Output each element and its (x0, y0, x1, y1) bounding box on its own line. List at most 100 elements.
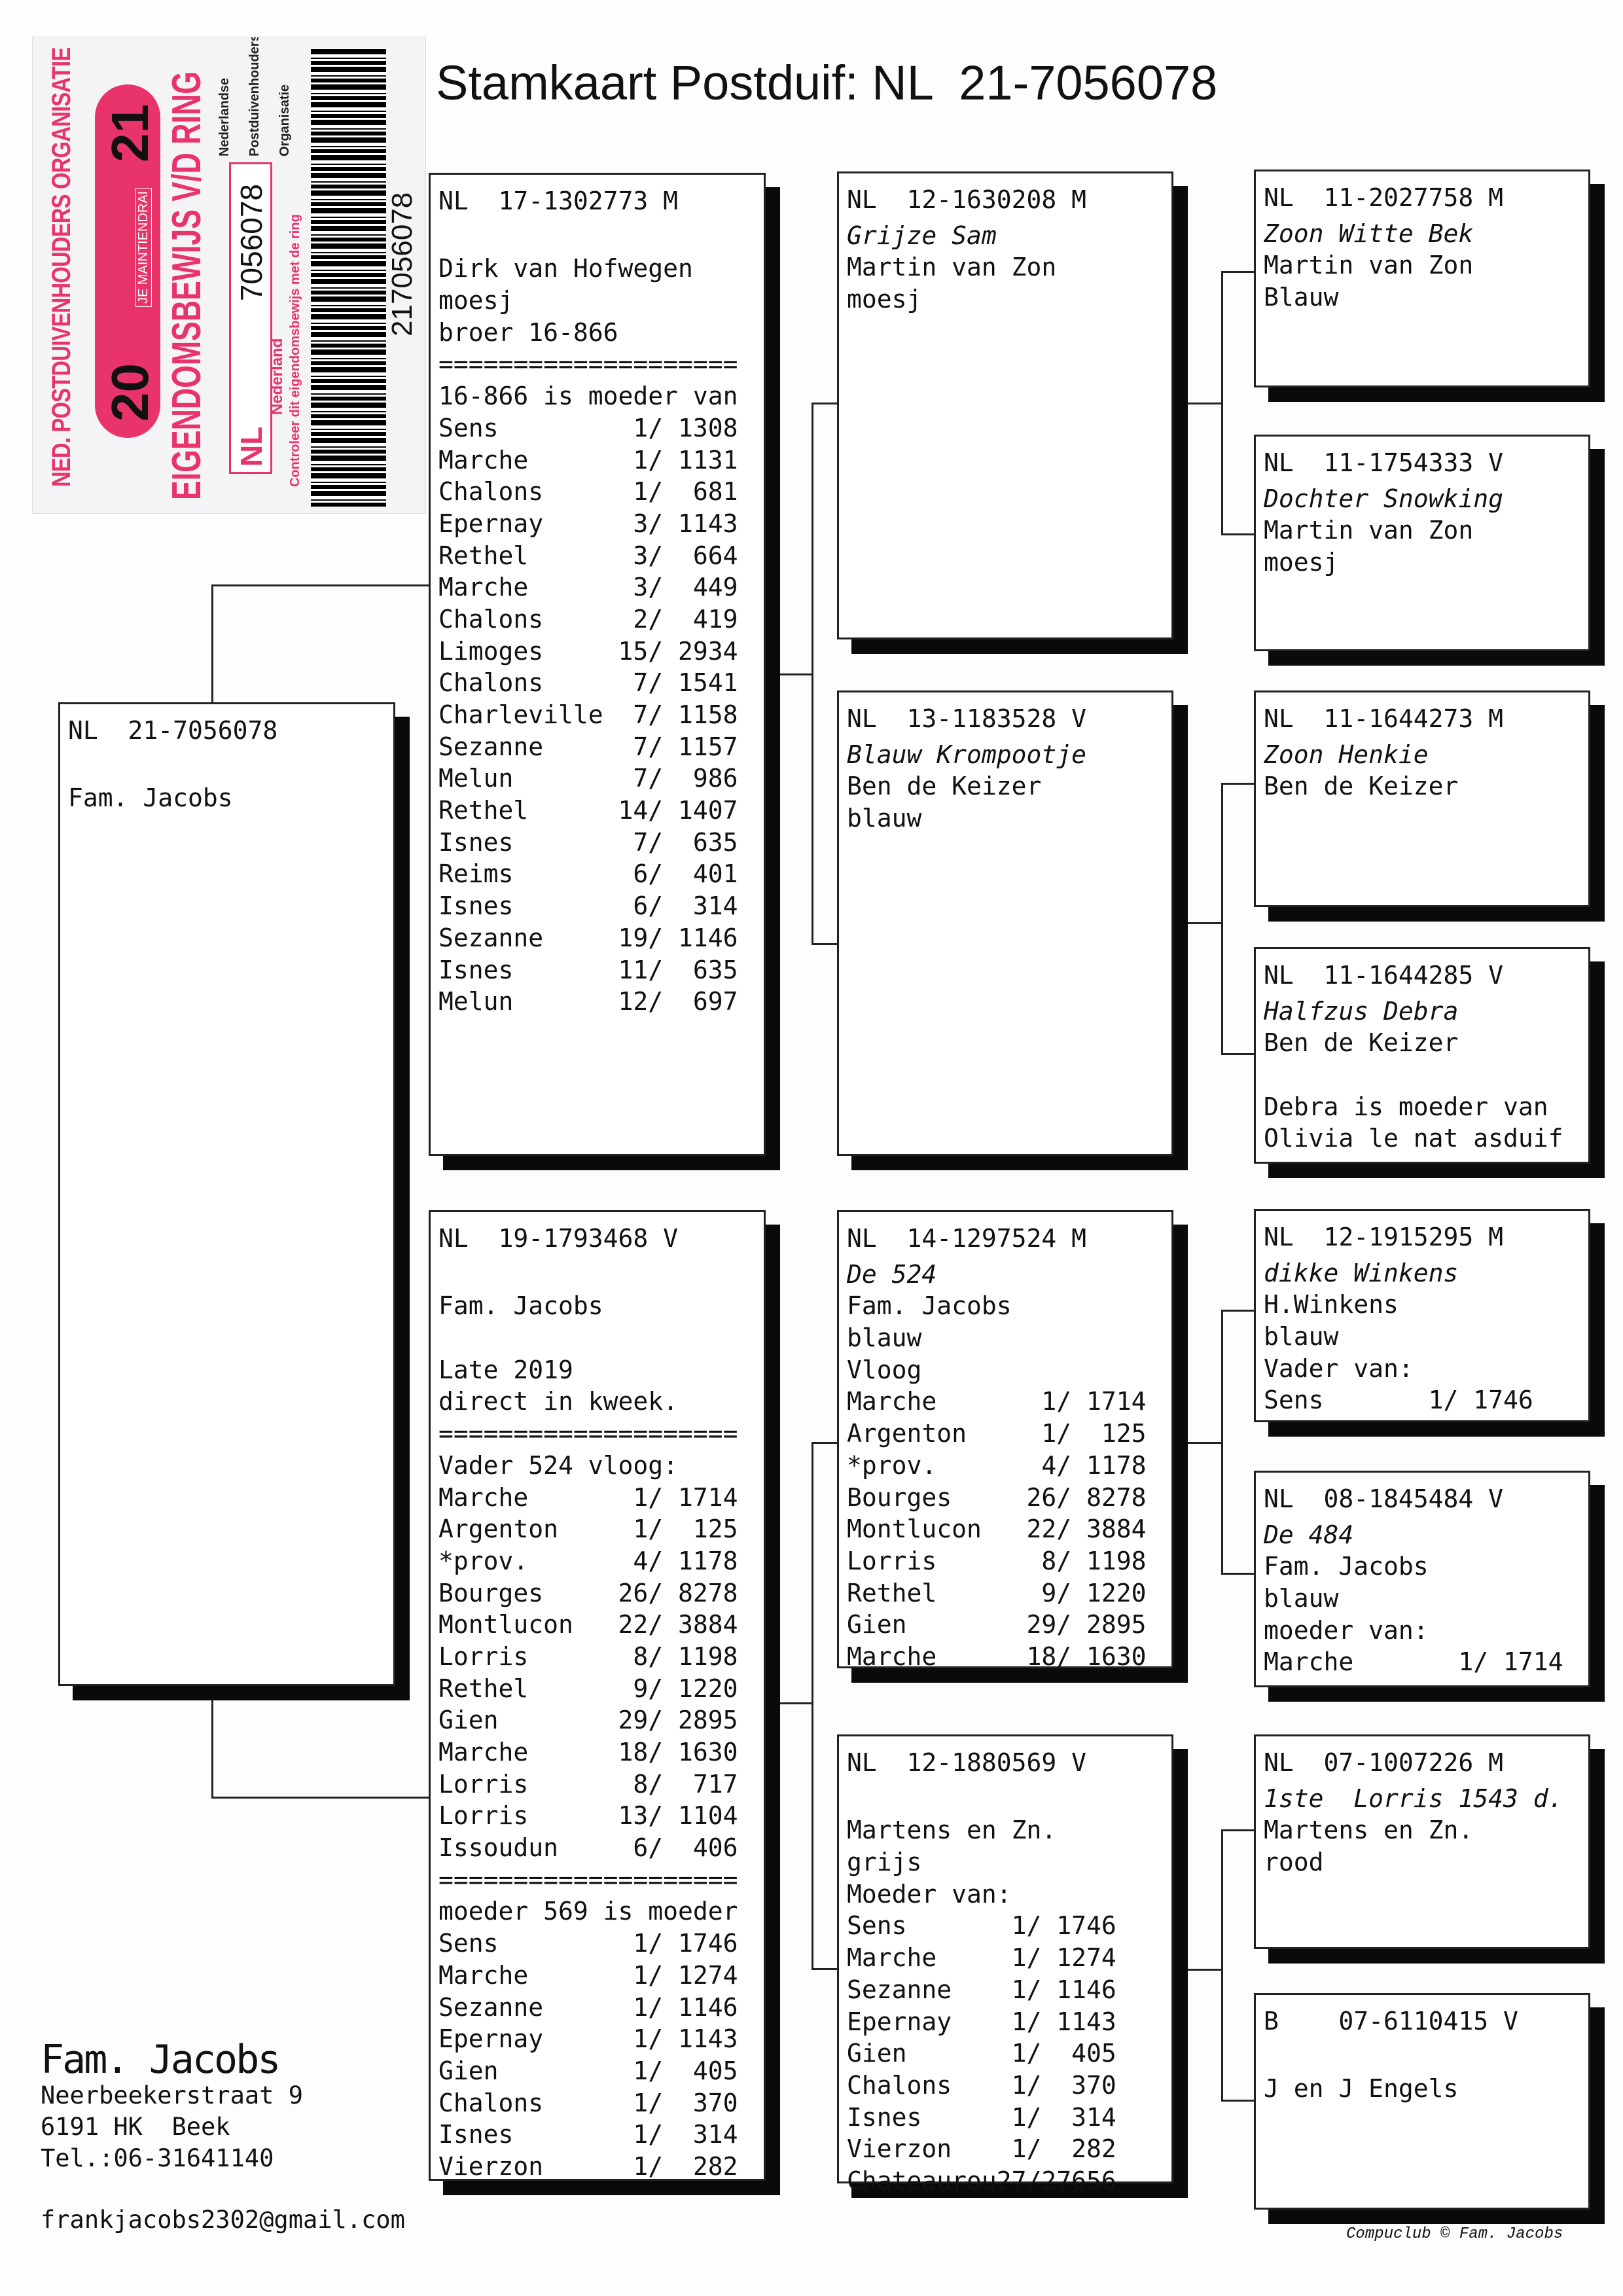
race-result-row: Isnes 11/ 635 (438, 954, 738, 986)
connector-line (1221, 271, 1254, 273)
race-result-row: Rethel 9/ 1220 (847, 1577, 1147, 1609)
race-result: 7/ 1158 (633, 700, 738, 729)
pigeon-card-sire: NL 17-1302773 M Dirk van Hofwegen moesj bro… (429, 173, 766, 1156)
race-result: 6/ 314 (633, 891, 738, 921)
race-result: 22/ 3884 (1026, 1515, 1147, 1544)
race-result: 3/ 449 (633, 573, 738, 602)
ring-card-country-code: NL (234, 426, 268, 467)
owner-phone: Tel.:06-31641140 (41, 2144, 274, 2172)
race-name: Rethel (438, 796, 529, 825)
race-result-row: Sens 1/ 1746 (438, 1928, 738, 1960)
race-result: 4/ 1178 (1041, 1450, 1147, 1480)
card-text-line: Ben de Keizer (847, 772, 1042, 801)
race-result-row: Vierzon 1/ 282 (438, 2151, 738, 2183)
ring-number: NL 17-1302773 M (438, 187, 679, 215)
race-result: 12/ 697 (618, 987, 738, 1016)
pigeon-name: Halfzus Debra (1264, 996, 1459, 1026)
card-text-line: H.Winkens (1264, 1290, 1399, 1319)
race-result: 1/ 314 (633, 2120, 738, 2149)
race-result-row: Limoges 15/ 2934 (438, 636, 738, 668)
ring-number: NL 13-1183528 V (847, 704, 1087, 733)
card-text-line (847, 1783, 1171, 1815)
race-name: Vierzon (847, 2134, 952, 2164)
ring-card-organisation: NED. POSTDUIVENHOUDERS ORGANISATIE (47, 47, 76, 487)
race-result-row: Montlucon 22/ 3884 (438, 1609, 738, 1641)
ring-card-year-pill: 20 JE MAINTIENDRAI 21 (95, 84, 160, 438)
race-result-row: Sens 1/ 1308 (438, 412, 738, 444)
owner-email: frankjacobs2302@gmail.com (41, 2206, 405, 2234)
race-result: 7/ 986 (633, 764, 738, 793)
race-name: Rethel (438, 1674, 529, 1703)
card-text-line (438, 1322, 764, 1354)
race-name: *prov. (847, 1450, 937, 1480)
race-result: 1/ 1146 (1011, 1975, 1116, 2004)
race-result-row: Rethel 3/ 664 (438, 540, 738, 572)
card-text-line: Debra is moeder van (1264, 1092, 1548, 1121)
race-result-row: Sezanne 7/ 1157 (438, 731, 738, 763)
race-result: 1/ 282 (1011, 2134, 1116, 2164)
race-name: Melun (438, 764, 514, 793)
race-name: Marche (847, 1943, 937, 1973)
race-result: 1/ 1714 (633, 1482, 738, 1512)
pigeon-name: Grijze Sam (847, 221, 997, 250)
pigeon-card-great-grandparent: NL 12-1915295 M dikke Winkens H.Winkens bla… (1254, 1209, 1590, 1422)
ring-number: NL 11-1754333 V (1264, 448, 1504, 477)
connector-line (812, 403, 813, 944)
card-text-line: rood (1264, 1848, 1324, 1877)
race-result-row: Isnes 1/ 314 (847, 2102, 1116, 2134)
race-result-row: Chalons 2/ 419 (438, 603, 738, 636)
race-name: Gien (847, 1610, 907, 1640)
race-name: Limoges (438, 636, 544, 666)
race-name: Epernay (847, 2007, 952, 2036)
race-result: 27/27656 (996, 2166, 1116, 2195)
ring-card-check-text: Controleer dit eigendomsbewijs met de ri… (288, 214, 302, 487)
race-name: Lorris (438, 1769, 529, 1799)
race-name: Lorris (438, 1801, 529, 1831)
race-name: Gien (438, 2056, 499, 2085)
race-result: 11/ 635 (618, 955, 738, 984)
barcode (311, 48, 386, 507)
race-name: Montlucon (438, 1610, 573, 1640)
card-text-line: moesj (438, 286, 514, 315)
race-result-row: Epernay 1/ 1143 (438, 2023, 738, 2055)
ring-card-year-right: 21 (101, 104, 159, 162)
card-text-line: Vloog (847, 1355, 922, 1384)
race-name: Isnes (438, 2120, 514, 2149)
race-name: Marche (438, 573, 529, 602)
race-result-row: Marche 1/ 1714 (438, 1482, 738, 1514)
card-text-line: moeder van: (1264, 1615, 1429, 1645)
race-result: 1/ 370 (1011, 2070, 1116, 2100)
race-name: Epernay (438, 2024, 544, 2054)
card-text-line: Fam. Jacobs (438, 1291, 603, 1321)
race-result-row: Montlucon 22/ 3884 (847, 1513, 1147, 1545)
card-text-line: ==================== (438, 1865, 738, 1894)
card-text-line: blauw (847, 804, 922, 833)
race-name: Sezanne (438, 732, 544, 761)
pigeon-card-great-grandparent: NL 11-2027758 M Zoon Witte Bek Martin van … (1254, 170, 1590, 387)
race-result: 7/ 1541 (633, 668, 738, 698)
race-result: 26/ 8278 (1026, 1482, 1147, 1512)
ring-card-number: 7056078 (234, 184, 268, 302)
owner-street: Neerbeekerstraat 9 (41, 2081, 303, 2109)
connector-line (211, 1797, 429, 1799)
connector-line (1221, 1310, 1223, 1574)
race-name: Sens (438, 413, 499, 442)
race-result-row: Rethel 9/ 1220 (438, 1673, 738, 1705)
race-result: 1/ 125 (633, 1515, 738, 1544)
pigeon-card-dam-dam: NL 12-1880569 V Martens en Zn. grijs Moeder… (837, 1734, 1173, 2195)
ring-number: NL 12-1880569 V (847, 1748, 1087, 1777)
connector-line (812, 1442, 813, 1969)
connector-line (766, 673, 812, 675)
pigeon-card-subject: NL 21-7056078 Fam. Jacobs (58, 702, 395, 1686)
race-name: Montlucon (847, 1515, 982, 1544)
ring-number: NL 12-1630208 M (847, 185, 1087, 214)
race-result: 15/ 2934 (618, 636, 738, 666)
npo-line: Organisatie (277, 84, 292, 156)
pigeon-name: dikke Winkens (1264, 1258, 1459, 1287)
connector-line (812, 943, 837, 945)
race-name: Rethel (438, 541, 529, 570)
connector-line (812, 1442, 837, 1444)
race-result: 26/ 8278 (618, 1578, 738, 1607)
race-result-row: Sens 1/ 1746 (1264, 1384, 1533, 1416)
race-name: Lorris (438, 1641, 529, 1671)
